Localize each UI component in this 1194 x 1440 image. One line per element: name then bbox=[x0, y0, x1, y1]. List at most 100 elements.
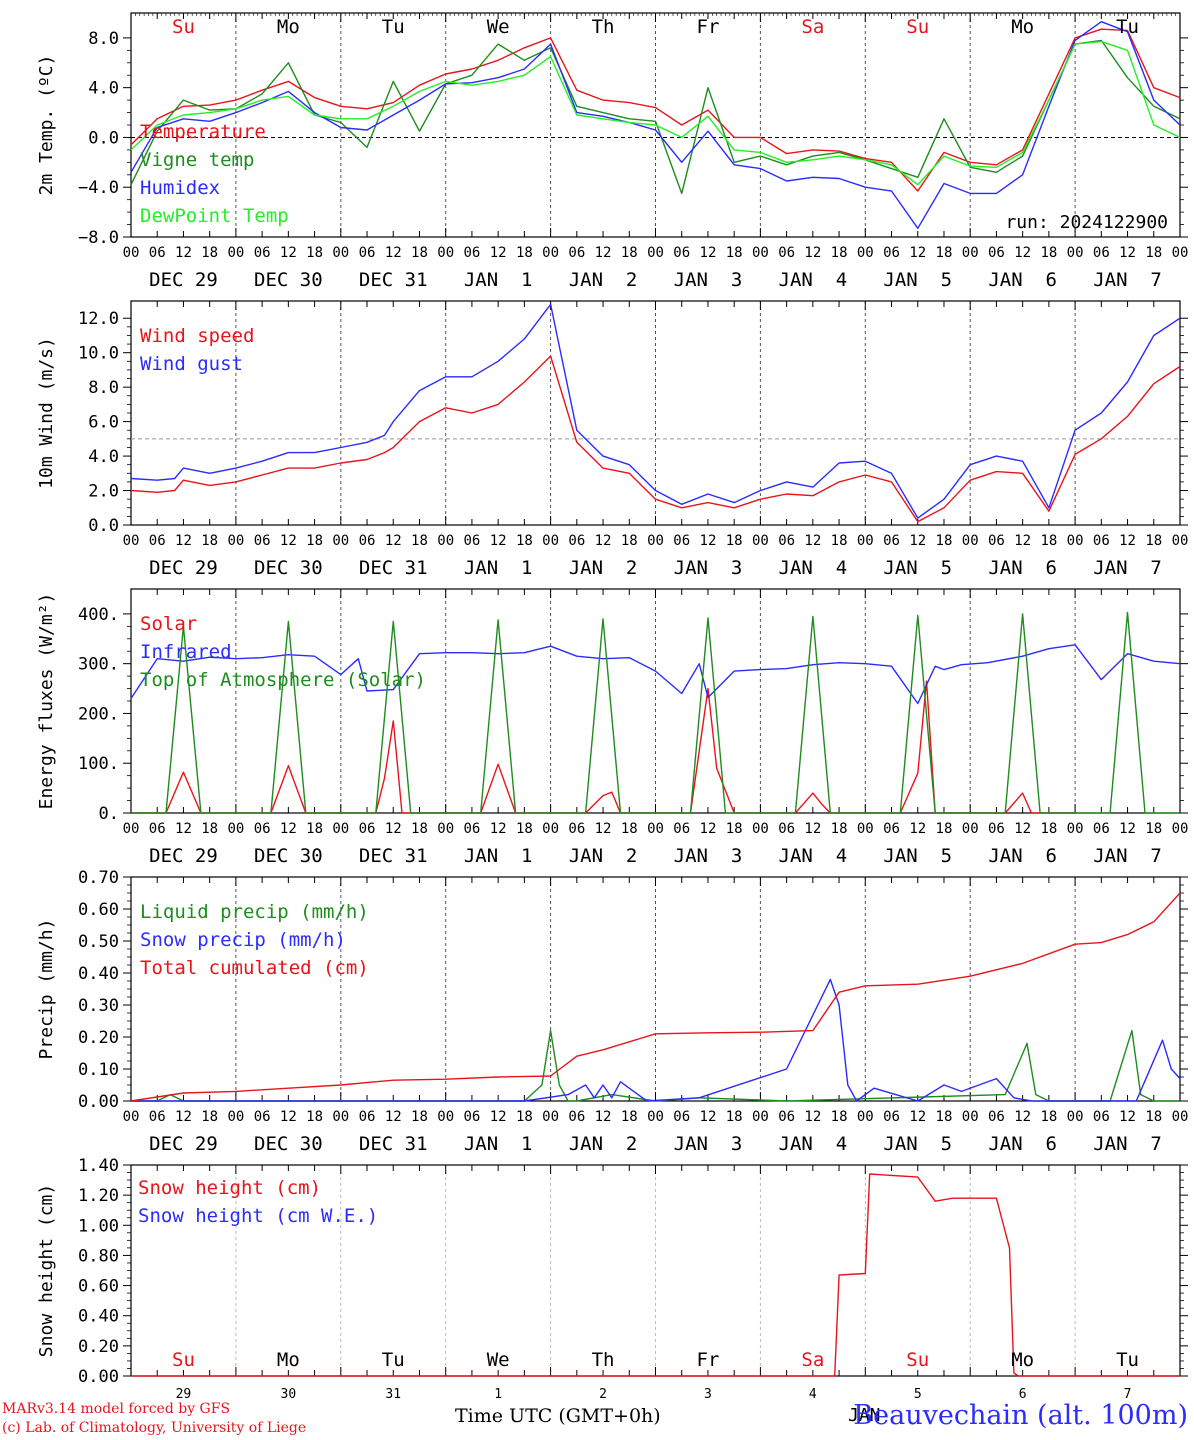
hour-tick-label: 18 bbox=[726, 821, 743, 837]
hour-tick-label: 06 bbox=[988, 533, 1005, 549]
hour-tick-label: 00 bbox=[332, 1109, 349, 1125]
hour-tick-label: 18 bbox=[936, 1109, 953, 1125]
hour-tick-label: 12 bbox=[804, 1109, 821, 1125]
hour-tick-label: 18 bbox=[411, 1109, 428, 1125]
y-tick-label: 4.0 bbox=[88, 79, 119, 99]
panel-4: 0.00 0.10 0.20 0.30 0.40 0.50 0.60 0.70 Precip (… bbox=[36, 868, 1188, 1155]
hour-tick-label: 00 bbox=[752, 245, 769, 261]
hour-tick-label: 06 bbox=[673, 245, 690, 261]
hour-tick-label: 06 bbox=[568, 821, 585, 837]
hour-tick-label: 06 bbox=[1093, 533, 1110, 549]
hour-tick-label: 18 bbox=[621, 245, 638, 261]
hour-tick-label: 12 bbox=[595, 245, 612, 261]
hour-tick-label: 12 bbox=[909, 245, 926, 261]
date-label: JAN 4 bbox=[779, 1133, 848, 1155]
date-label: JAN 5 bbox=[883, 557, 952, 579]
hour-tick-label: 18 bbox=[306, 821, 323, 837]
date-label: JAN 4 bbox=[779, 845, 848, 867]
hour-tick-label: 00 bbox=[1172, 821, 1189, 837]
hour-tick-label: 06 bbox=[463, 245, 480, 261]
hour-tick-label: 12 bbox=[280, 245, 297, 261]
hour-tick-label: 06 bbox=[254, 533, 271, 549]
hour-tick-label: 18 bbox=[201, 821, 218, 837]
hour-tick-label: 06 bbox=[463, 533, 480, 549]
day-number-label: 31 bbox=[385, 1387, 401, 1402]
y-tick-label: 1.00 bbox=[78, 1216, 119, 1236]
weekday-label: Tu bbox=[382, 1349, 405, 1371]
hour-tick-label: 06 bbox=[254, 821, 271, 837]
hour-tick-label: 06 bbox=[568, 1109, 585, 1125]
x-axis-title: Time UTC (GMT+0h) bbox=[455, 1405, 661, 1427]
hour-tick-label: 18 bbox=[621, 821, 638, 837]
hour-tick-label: 06 bbox=[359, 245, 376, 261]
hour-tick-label: 00 bbox=[647, 533, 664, 549]
month-label: JAN bbox=[848, 1405, 881, 1426]
y-tick-label: 10.0 bbox=[78, 344, 119, 364]
series-line bbox=[131, 611, 1180, 814]
hour-tick-label: 06 bbox=[568, 245, 585, 261]
hour-tick-label: 06 bbox=[1093, 1109, 1110, 1125]
hour-tick-label: 06 bbox=[778, 533, 795, 549]
hour-tick-label: 12 bbox=[490, 245, 507, 261]
hour-tick-label: 00 bbox=[123, 245, 140, 261]
panel-2: 0.0 2.0 4.0 6.0 8.0 10.0 12.0 10m Wind (m/s) Win… bbox=[36, 300, 1188, 579]
date-label: JAN 2 bbox=[569, 557, 638, 579]
hour-tick-label: 18 bbox=[201, 533, 218, 549]
y-tick-label: 0.60 bbox=[78, 900, 119, 920]
date-label: JAN 3 bbox=[674, 1133, 743, 1155]
hour-tick-label: 00 bbox=[752, 1109, 769, 1125]
hour-tick-label: 18 bbox=[621, 1109, 638, 1125]
series-line bbox=[130, 892, 1181, 1102]
hour-tick-label: 12 bbox=[280, 821, 297, 837]
weekday-label: Mo bbox=[277, 16, 300, 38]
hour-tick-label: 06 bbox=[988, 245, 1005, 261]
y-tick-label: 0.00 bbox=[78, 1367, 119, 1387]
date-label: JAN 5 bbox=[883, 845, 952, 867]
series-line bbox=[130, 39, 1181, 195]
hour-tick-label: 00 bbox=[332, 533, 349, 549]
hour-tick-label: 00 bbox=[227, 533, 244, 549]
date-label: JAN 7 bbox=[1093, 269, 1162, 291]
weekday-label: Sa bbox=[801, 16, 824, 38]
y-tick-label: 0.30 bbox=[78, 996, 119, 1016]
hour-tick-label: 00 bbox=[962, 821, 979, 837]
hour-tick-label: 12 bbox=[490, 821, 507, 837]
date-label: JAN 1 bbox=[464, 269, 533, 291]
hour-tick-label: 18 bbox=[831, 533, 848, 549]
hour-tick-label: 12 bbox=[1014, 821, 1031, 837]
series-line bbox=[130, 40, 1181, 186]
legend-entry: Total cumulated (cm) bbox=[140, 957, 369, 979]
run-annotation: run: 2024122900 bbox=[1005, 212, 1168, 233]
panel-1: −8.0 −4.0 0.0 4.0 8.0 2m Temp. (ºC) Temperatur… bbox=[36, 12, 1188, 291]
date-label: JAN 3 bbox=[674, 269, 743, 291]
hour-tick-label: 06 bbox=[778, 1109, 795, 1125]
hour-tick-label: 06 bbox=[254, 245, 271, 261]
hour-tick-label: 12 bbox=[1014, 1109, 1031, 1125]
weekday-label: We bbox=[487, 16, 510, 38]
date-label: JAN 7 bbox=[1093, 557, 1162, 579]
day-number-label: 2 bbox=[599, 1387, 607, 1402]
y-tick-label: 8.0 bbox=[88, 29, 119, 49]
hour-tick-label: 06 bbox=[359, 533, 376, 549]
date-label: DEC 29 bbox=[149, 1133, 218, 1155]
legend-entry: Liquid precip (mm/h) bbox=[140, 901, 369, 923]
day-number-label: 30 bbox=[281, 1387, 297, 1402]
hour-tick-label: 00 bbox=[227, 1109, 244, 1125]
hour-tick-label: 00 bbox=[123, 533, 140, 549]
y-tick-label: 200. bbox=[78, 704, 119, 724]
weekday-label: Su bbox=[906, 1349, 929, 1371]
hour-tick-label: 00 bbox=[227, 245, 244, 261]
y-tick-label: 100. bbox=[78, 754, 119, 774]
hour-tick-label: 00 bbox=[1067, 1109, 1084, 1125]
date-label: DEC 29 bbox=[149, 845, 218, 867]
model-credit: MARv3.14 model forced by GFS bbox=[2, 1401, 231, 1417]
hour-tick-label: 18 bbox=[1040, 1109, 1057, 1125]
weekday-label: We bbox=[487, 1349, 510, 1371]
weekday-label: Su bbox=[172, 1349, 195, 1371]
date-label: JAN 3 bbox=[674, 845, 743, 867]
hour-tick-label: 00 bbox=[857, 1109, 874, 1125]
hour-tick-label: 18 bbox=[516, 533, 533, 549]
weekday-label: Fr bbox=[697, 1349, 720, 1371]
hour-tick-label: 00 bbox=[542, 533, 559, 549]
